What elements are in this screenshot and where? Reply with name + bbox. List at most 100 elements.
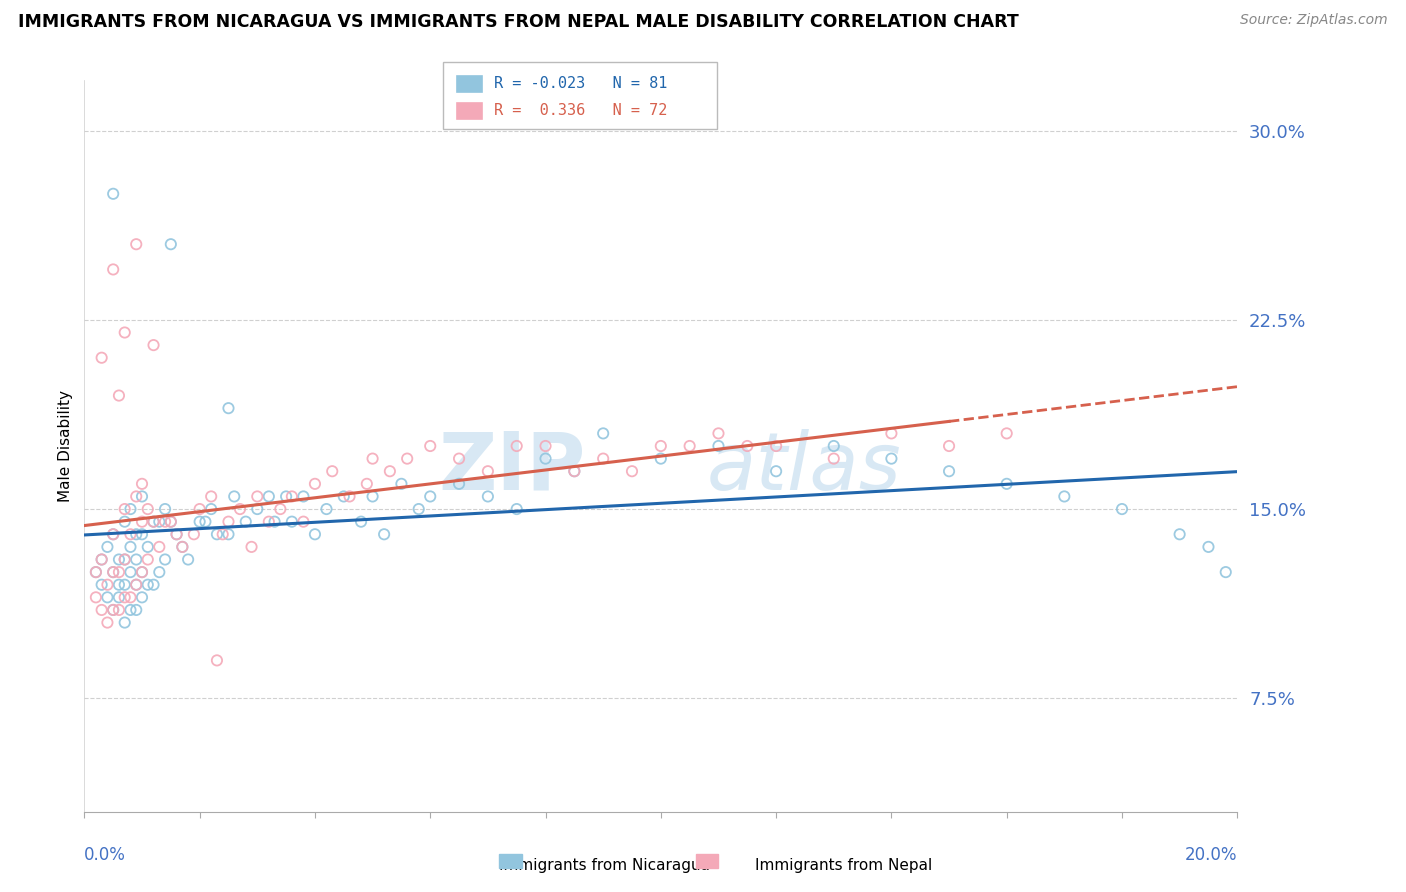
- Point: [506, 502, 529, 516]
- Point: [84, 565, 107, 579]
- Point: [880, 426, 903, 441]
- Text: ZIP: ZIP: [439, 429, 586, 507]
- Point: [592, 451, 614, 466]
- Point: [419, 490, 441, 504]
- Point: [823, 451, 845, 466]
- Point: [84, 565, 107, 579]
- Text: Immigrants from Nicaragua: Immigrants from Nicaragua: [499, 858, 710, 873]
- Point: [938, 439, 960, 453]
- Point: [120, 502, 142, 516]
- Point: [477, 490, 499, 504]
- Point: [131, 565, 153, 579]
- Point: [90, 578, 112, 592]
- Point: [1215, 565, 1237, 579]
- Text: Source: ZipAtlas.com: Source: ZipAtlas.com: [1240, 13, 1388, 28]
- Point: [200, 490, 222, 504]
- Point: [136, 540, 159, 554]
- Point: [108, 603, 131, 617]
- Point: [449, 451, 471, 466]
- Point: [321, 464, 343, 478]
- Point: [103, 603, 124, 617]
- Point: [339, 490, 361, 504]
- Y-axis label: Male Disability: Male Disability: [58, 390, 73, 502]
- Point: [257, 490, 280, 504]
- Point: [333, 490, 356, 504]
- Point: [269, 502, 291, 516]
- Point: [235, 515, 257, 529]
- Point: [114, 615, 136, 630]
- Point: [177, 552, 200, 566]
- Point: [564, 464, 586, 478]
- Point: [153, 552, 176, 566]
- Point: [506, 439, 529, 453]
- Point: [125, 552, 148, 566]
- Point: [449, 476, 471, 491]
- Point: [765, 439, 787, 453]
- Point: [1053, 490, 1076, 504]
- Point: [224, 490, 246, 504]
- Point: [114, 578, 136, 592]
- Point: [292, 515, 315, 529]
- Text: IMMIGRANTS FROM NICARAGUA VS IMMIGRANTS FROM NEPAL MALE DISABILITY CORRELATION C: IMMIGRANTS FROM NICARAGUA VS IMMIGRANTS …: [18, 13, 1019, 31]
- Point: [229, 502, 252, 516]
- Point: [304, 527, 326, 541]
- Point: [995, 476, 1018, 491]
- Point: [125, 603, 148, 617]
- Point: [246, 502, 269, 516]
- Point: [142, 578, 165, 592]
- Point: [114, 591, 136, 605]
- Point: [103, 565, 124, 579]
- Point: [103, 603, 124, 617]
- Point: [96, 591, 118, 605]
- Point: [148, 565, 170, 579]
- Point: [125, 237, 148, 252]
- Point: [391, 476, 413, 491]
- Point: [103, 527, 124, 541]
- Point: [136, 578, 159, 592]
- Point: [188, 515, 211, 529]
- Point: [1168, 527, 1191, 541]
- Point: [194, 515, 217, 529]
- Point: [114, 502, 136, 516]
- Point: [103, 186, 124, 201]
- Point: [621, 464, 644, 478]
- Point: [205, 527, 228, 541]
- Text: R = -0.023   N = 81: R = -0.023 N = 81: [494, 77, 666, 91]
- Point: [315, 502, 337, 516]
- Point: [90, 552, 112, 566]
- Point: [108, 388, 131, 402]
- Point: [153, 502, 176, 516]
- Point: [356, 476, 378, 491]
- Point: [120, 603, 142, 617]
- Point: [114, 552, 136, 566]
- Point: [160, 515, 183, 529]
- Point: [737, 439, 759, 453]
- Text: 0.0%: 0.0%: [84, 846, 127, 863]
- Point: [1198, 540, 1220, 554]
- Point: [361, 451, 384, 466]
- Point: [200, 502, 222, 516]
- Point: [292, 490, 315, 504]
- Point: [679, 439, 702, 453]
- Point: [148, 515, 170, 529]
- Point: [108, 578, 131, 592]
- Point: [108, 565, 131, 579]
- Point: [114, 515, 136, 529]
- Point: [103, 565, 124, 579]
- Point: [153, 515, 176, 529]
- Text: 20.0%: 20.0%: [1185, 846, 1237, 863]
- Text: R =  0.336   N = 72: R = 0.336 N = 72: [494, 103, 666, 118]
- Point: [90, 603, 112, 617]
- Point: [995, 426, 1018, 441]
- Point: [142, 515, 165, 529]
- Point: [650, 451, 672, 466]
- Text: atlas: atlas: [707, 429, 901, 507]
- Point: [350, 515, 373, 529]
- Point: [419, 439, 441, 453]
- Point: [172, 540, 194, 554]
- Point: [160, 515, 183, 529]
- Point: [534, 451, 557, 466]
- Point: [218, 401, 240, 416]
- Point: [131, 490, 153, 504]
- Point: [131, 565, 153, 579]
